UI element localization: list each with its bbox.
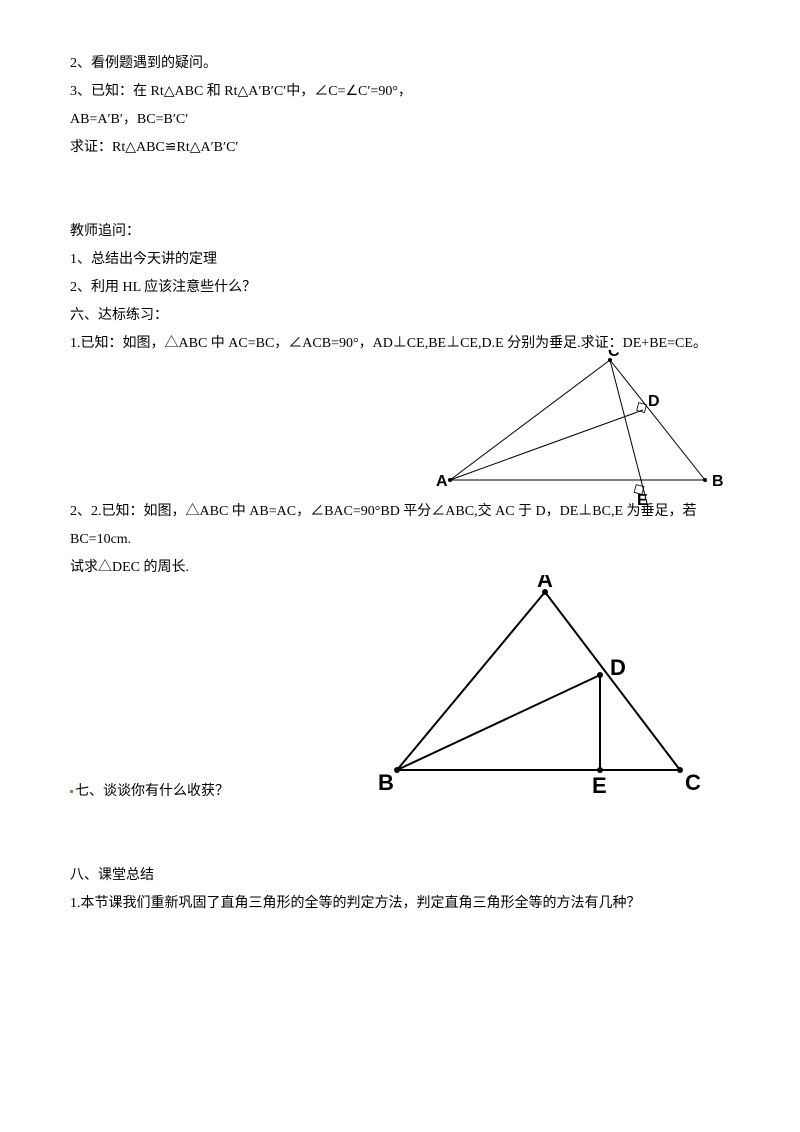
line-given-3a: 3、已知：在 Rt△ABC 和 Rt△A′B′C′中，∠C=∠C′=90°， <box>70 78 730 106</box>
section-7-text: 七、谈谈你有什么收获？ <box>75 784 229 799</box>
problem-2a: 2、2.已知：如图，△ABC 中 AB=AC，∠BAC=90°BD 平分∠ABC… <box>70 498 730 554</box>
problem-1: 1.已知：如图，△ABC 中 AC=BC，∠ACB=90°，AD⊥CE,BE⊥C… <box>70 330 730 358</box>
line-question-2: 2、看例题遇到的疑问。 <box>70 50 730 78</box>
line-given-3b: AB=A′B′，BC=B′C′ <box>70 106 730 134</box>
summary-1: 1.本节课我们重新巩固了直角三角形的全等的判定方法，判定直角三角形全等的方法有几… <box>70 890 730 918</box>
section-6-heading: 六、达标练习： <box>70 302 730 330</box>
problem-2b: 试求△DEC 的周长. <box>70 554 730 582</box>
teacher-followup-heading: 教师追问： <box>70 218 730 246</box>
followup-2: 2、利用 HL 应该注意些什么？ <box>70 274 730 302</box>
followup-1: 1、总结出今天讲的定理 <box>70 246 730 274</box>
line-prove-3: 求证：Rt△ABC≌Rt△A′B′C′ <box>70 134 730 162</box>
section-7-heading: 七、谈谈你有什么收获？ <box>70 778 730 806</box>
bullet-dot-icon <box>70 790 73 793</box>
section-8-heading: 八、课堂总结 <box>70 862 730 890</box>
